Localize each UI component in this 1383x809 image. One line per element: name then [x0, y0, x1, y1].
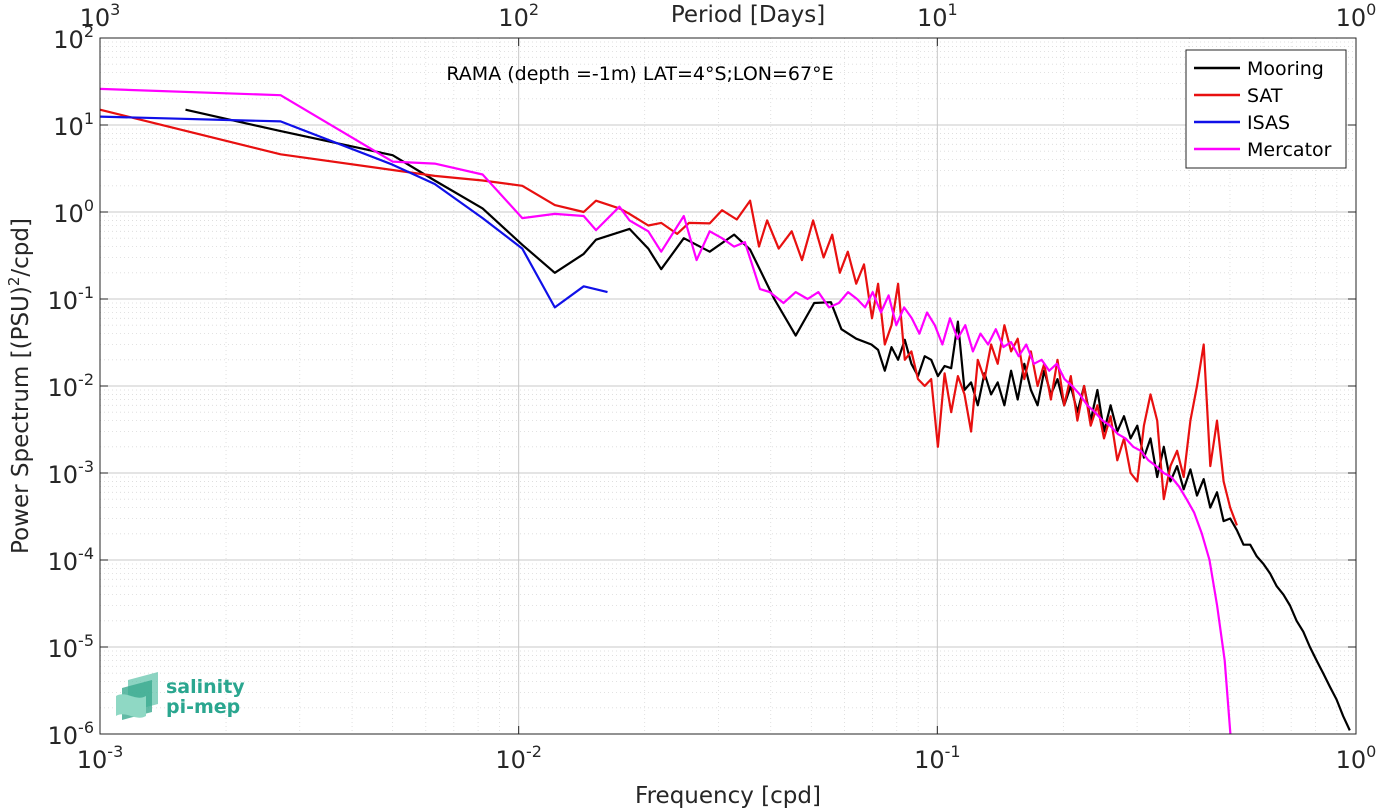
x-tick-label: 10-2	[495, 742, 542, 774]
series-line-mercator	[99, 87, 1232, 735]
y-axis-label: Power Spectrum [(PSU)2/cpd]	[5, 218, 34, 554]
y-tick-label: 101	[53, 109, 94, 141]
y-tick-label: 10-3	[48, 457, 95, 489]
salinity-pi-mep-logo: salinity pi-mep	[116, 672, 245, 720]
logo-wave-front	[116, 694, 146, 718]
y-tick-label: 10-2	[48, 370, 95, 402]
y-axis-label-tail: /cpd]	[8, 218, 34, 277]
chart-title: RAMA (depth =-1m) LAT=4°S;LON=67°E	[446, 63, 833, 85]
y-tick-label: 10-6	[48, 718, 95, 750]
logo-line-salinity: salinity	[166, 676, 245, 698]
legend-label-mooring: Mooring	[1247, 58, 1324, 80]
logo-line-pi-mep: pi-mep	[166, 696, 240, 718]
top-tick-label: 103	[80, 0, 121, 32]
y-tick-label: 102	[53, 22, 94, 54]
top-tick-label: 101	[917, 0, 958, 32]
legend-label-sat: SAT	[1247, 85, 1283, 107]
top-axis-label: Period [Days]	[671, 2, 825, 28]
legend-label-isas: ISAS	[1247, 112, 1290, 134]
x-tick-label: 100	[1336, 742, 1377, 774]
x-tick-label: 10-3	[77, 742, 124, 774]
legend-label-mercator: Mercator	[1247, 139, 1332, 161]
x-axis-label: Frequency [cpd]	[635, 783, 821, 809]
y-tick-label: 10-4	[48, 544, 95, 576]
series-line-sat	[99, 108, 1238, 526]
legend: Mooring SAT ISAS Mercator	[1185, 49, 1347, 169]
top-tick-label: 102	[498, 0, 539, 32]
y-tick-label: 10-1	[48, 283, 95, 315]
x-tick-label: 10-1	[914, 742, 961, 774]
series-layer	[99, 87, 1351, 735]
y-axis-label-main: Power Spectrum [(PSU)	[8, 286, 34, 554]
y-tick-label: 100	[53, 196, 94, 228]
series-line-isas	[99, 115, 608, 309]
top-tick-label: 100	[1336, 0, 1377, 32]
y-axis-label-exponent: 2	[5, 277, 23, 287]
y-tick-label: 10-5	[48, 631, 95, 663]
series-line-mooring	[185, 108, 1351, 731]
